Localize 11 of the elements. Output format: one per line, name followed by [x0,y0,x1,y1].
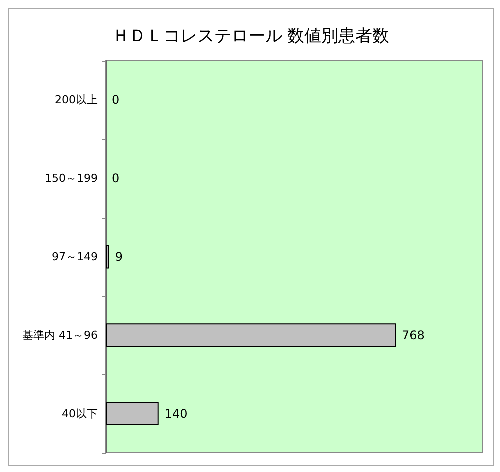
y-tick-label: 基準内 41～96 [22,328,98,342]
data-label: 9 [115,250,124,264]
chart-title: ＨＤＬコレステロール 数値別患者数 [112,26,390,46]
y-tick-label: 97～149 [52,250,98,264]
data-label: 0 [112,172,120,186]
data-label: 768 [402,328,425,342]
data-label: 140 [164,406,188,421]
y-tick-label: 200以上 [55,94,98,107]
y-tick-label: 40以下 [62,407,98,420]
y-tick-label: 150～199 [45,172,98,186]
data-label: 0 [112,93,120,108]
